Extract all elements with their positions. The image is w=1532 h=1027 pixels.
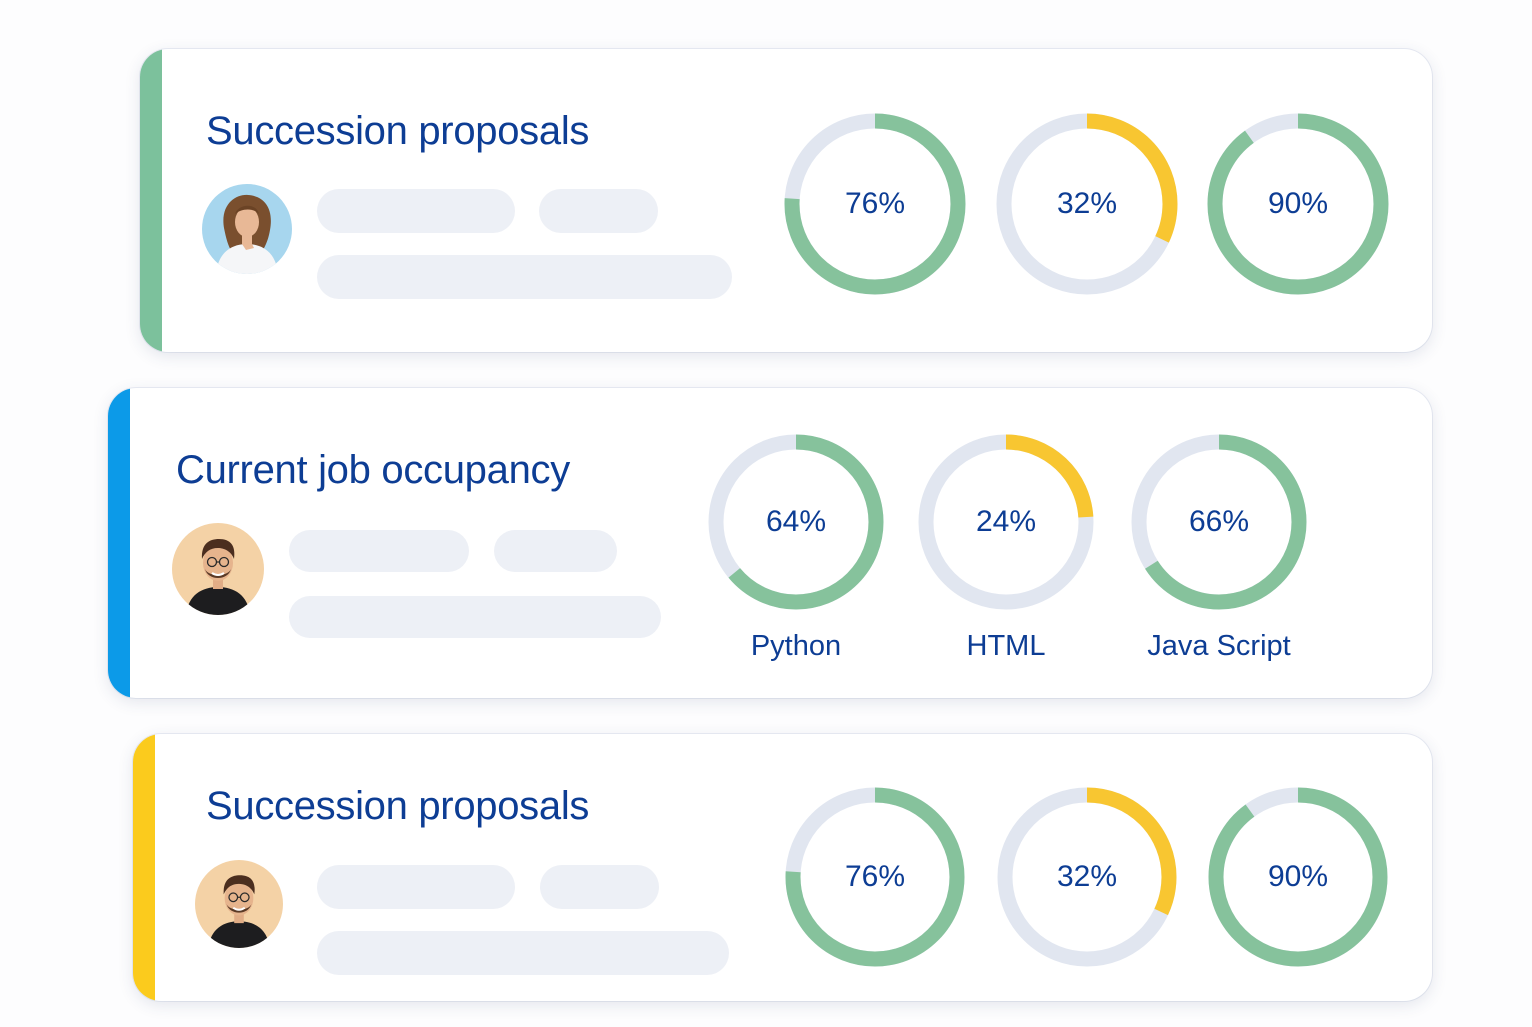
progress-value: 66%	[1188, 505, 1250, 538]
progress-ring: 90%	[1208, 786, 1388, 968]
succession-proposals-card[interactable]: Succession proposals 76% 32%	[133, 734, 1432, 1001]
progress-arc	[997, 787, 1177, 967]
progress-arc	[784, 113, 966, 295]
progress-value: 32%	[1056, 860, 1118, 893]
progress-ring: 24% HTML	[918, 433, 1094, 662]
progress-arc	[918, 434, 1094, 610]
skeleton-line	[540, 865, 659, 909]
progress-arc	[1207, 113, 1389, 295]
progress-value: 90%	[1267, 860, 1329, 893]
progress-ring: 90%	[1207, 112, 1389, 296]
man-avatar	[195, 860, 283, 948]
skeleton-line	[494, 530, 617, 572]
progress-value: 90%	[1267, 187, 1329, 220]
skeleton-line	[317, 931, 729, 975]
succession-proposals-card[interactable]: Succession proposals 76% 32%	[140, 49, 1432, 352]
card-title: Current job occupancy	[176, 448, 570, 492]
skill-label: HTML	[966, 630, 1046, 662]
progress-ring: 76%	[785, 786, 965, 968]
progress-ring: 32%	[997, 786, 1177, 968]
card-accent-bar	[133, 734, 155, 1001]
progress-arc	[785, 787, 965, 967]
progress-value: 32%	[1056, 187, 1118, 220]
progress-arc	[708, 434, 884, 610]
skill-label: Java Script	[1147, 630, 1291, 662]
progress-value: 76%	[844, 187, 906, 220]
card-accent-bar	[108, 388, 130, 698]
card-title: Succession proposals	[206, 109, 590, 153]
skill-label: Python	[750, 630, 842, 662]
progress-arc	[1131, 434, 1307, 610]
progress-value: 64%	[765, 505, 827, 538]
skeleton-line	[289, 596, 661, 638]
skeleton-line	[317, 255, 732, 299]
skeleton-line	[289, 530, 469, 572]
progress-value: 76%	[844, 860, 906, 893]
progress-ring: 76%	[784, 112, 966, 296]
progress-value: 24%	[975, 505, 1037, 538]
card-accent-bar	[140, 49, 162, 352]
skeleton-line	[539, 189, 658, 233]
progress-ring: 66% Java Script	[1131, 433, 1307, 662]
progress-ring: 32%	[996, 112, 1178, 296]
skeleton-line	[317, 189, 515, 233]
progress-arc	[996, 113, 1178, 295]
progress-arc	[1208, 787, 1388, 967]
man-avatar	[172, 523, 264, 615]
progress-ring: 64% Python	[708, 433, 884, 662]
current-job-occupancy-card[interactable]: Current job occupancy 64% Python 24	[108, 388, 1432, 698]
card-title: Succession proposals	[206, 784, 590, 828]
woman-avatar	[202, 184, 292, 274]
skeleton-line	[317, 865, 515, 909]
